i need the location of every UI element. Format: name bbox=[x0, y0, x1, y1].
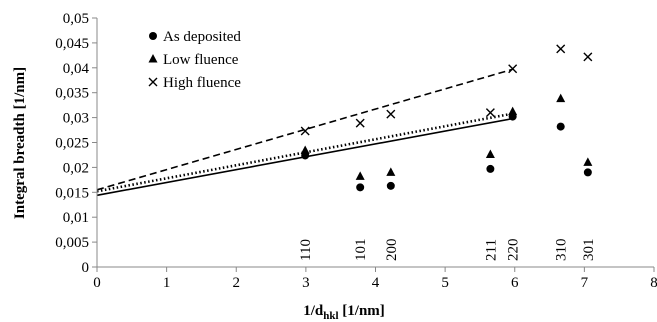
data-point-triangle bbox=[300, 145, 310, 154]
peak-label: 211 bbox=[483, 239, 499, 261]
y-tick-label: 0,035 bbox=[55, 86, 89, 102]
data-point-circle bbox=[583, 168, 592, 177]
y-tick-label: 0,05 bbox=[63, 11, 89, 27]
data-point-circle bbox=[356, 183, 365, 192]
y-tick-label: 0,015 bbox=[55, 185, 89, 201]
peak-label: 310 bbox=[554, 239, 570, 262]
data-point-triangle bbox=[583, 157, 593, 166]
data-point-cross bbox=[556, 44, 566, 54]
data-point-cross bbox=[485, 108, 495, 118]
x-tick-label: 5 bbox=[441, 275, 449, 291]
legend-label: As deposited bbox=[163, 29, 241, 45]
x-tick-label: 2 bbox=[233, 275, 241, 291]
axes bbox=[92, 17, 655, 272]
x-tick-label: 0 bbox=[93, 275, 101, 291]
peak-label: 101 bbox=[353, 239, 369, 262]
data-point-cross bbox=[508, 64, 518, 74]
legend-label: Low fluence bbox=[163, 52, 239, 68]
data-point-cross bbox=[583, 52, 593, 62]
data-point-triangle bbox=[485, 149, 495, 158]
peak-label: 110 bbox=[298, 239, 314, 261]
y-axis-title: Integral breadth [1/nm] bbox=[12, 67, 28, 219]
data-point-circle bbox=[386, 181, 395, 190]
x-axis-title: 1/dhkl [1/nm] bbox=[303, 303, 385, 322]
x-tick-label: 4 bbox=[372, 275, 380, 291]
legend-marker-cross bbox=[148, 77, 158, 87]
data-point-triangle bbox=[355, 171, 365, 180]
data-points bbox=[300, 44, 593, 192]
tick-labels: 0 0,005 0,01 0,015 0,02 0,025 0,03 0,035 0,04 0,0… bbox=[55, 11, 657, 291]
legend-label: High fluence bbox=[163, 75, 241, 91]
data-point-triangle bbox=[386, 167, 396, 176]
data-point-circle bbox=[556, 122, 565, 131]
data-point-circle bbox=[486, 164, 495, 173]
legend-marker-triangle bbox=[148, 54, 158, 63]
y-tick-label: 0 bbox=[82, 260, 90, 276]
legend: As deposited Low fluence High fluence bbox=[148, 29, 241, 91]
x-tick-label: 8 bbox=[650, 275, 657, 291]
peak-label: 220 bbox=[506, 239, 522, 262]
peak-label: 200 bbox=[384, 239, 400, 262]
y-tick-label: 0,01 bbox=[63, 210, 89, 226]
data-point-cross bbox=[300, 126, 310, 136]
y-tick-label: 0,02 bbox=[63, 160, 89, 176]
x-tick-label: 6 bbox=[511, 275, 519, 291]
data-point-cross bbox=[386, 109, 396, 119]
y-tick-label: 0,03 bbox=[63, 111, 89, 127]
peak-labels: 110 101 200 211 220 310 301 bbox=[298, 239, 597, 262]
y-tick-label: 0,025 bbox=[55, 136, 89, 152]
y-tick-label: 0,005 bbox=[55, 235, 89, 251]
trendline-dotted bbox=[96, 112, 513, 193]
x-tick-label: 7 bbox=[581, 275, 589, 291]
legend-marker-circle bbox=[149, 32, 157, 40]
x-tick-label: 3 bbox=[302, 275, 310, 291]
y-tick-label: 0,045 bbox=[55, 36, 89, 52]
x-tick-label: 1 bbox=[163, 275, 171, 291]
data-point-cross bbox=[355, 118, 365, 128]
data-point-triangle bbox=[508, 106, 518, 116]
data-point-triangle bbox=[556, 93, 566, 103]
y-tick-label: 0,04 bbox=[63, 61, 90, 77]
peak-label: 301 bbox=[581, 239, 597, 262]
trendline-dashed bbox=[96, 68, 513, 191]
